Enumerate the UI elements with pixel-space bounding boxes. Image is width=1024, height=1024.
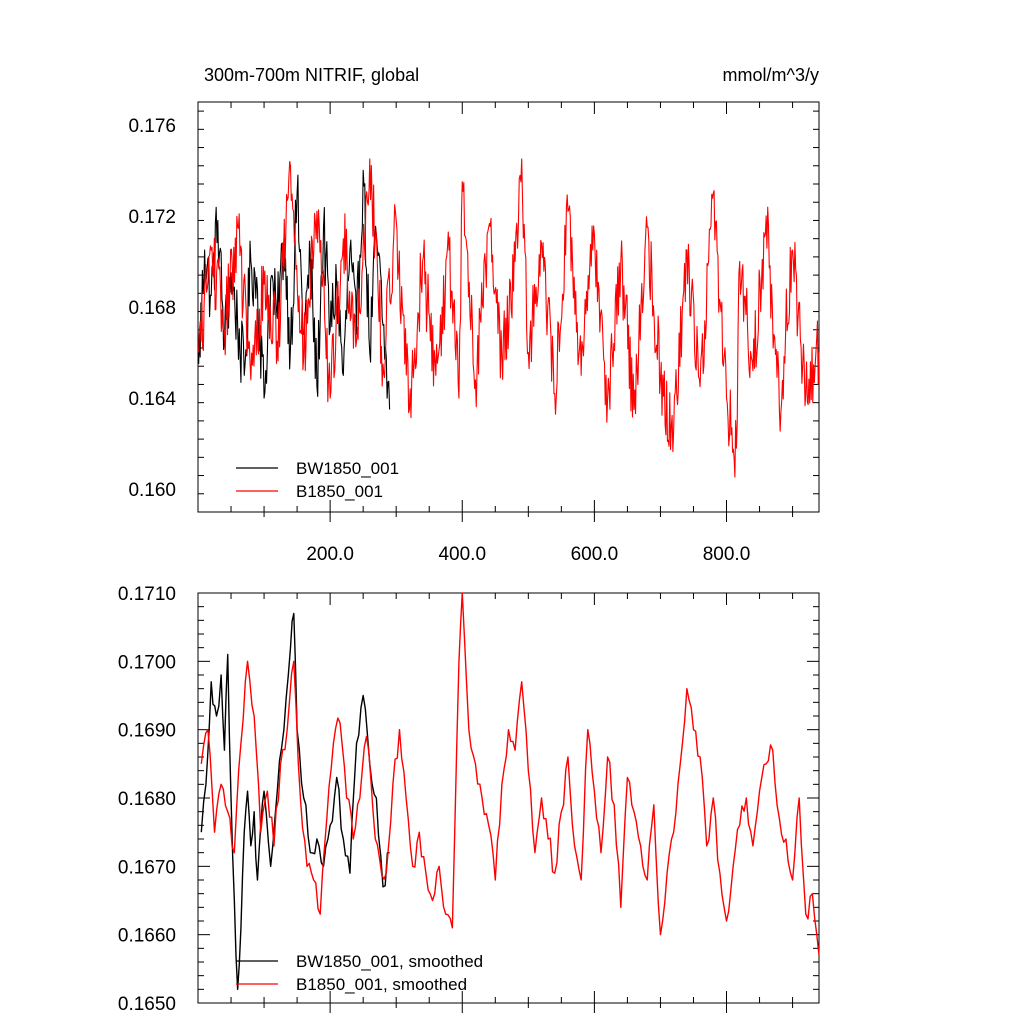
legend-label-b1850-smoothed: B1850_001, smoothed (296, 975, 467, 994)
top-x-tick-label: 200.0 (306, 544, 354, 565)
top-y-tick-label: 0.176 (128, 116, 176, 137)
top-x-tick-label: 600.0 (571, 544, 619, 565)
bottom-panel: 0.1650 0.1660 0.1670 0.1680 0.1690 0.170… (118, 584, 820, 1015)
bottom-y-tick-labels: 0.1650 0.1660 0.1670 0.1680 0.1690 0.170… (118, 584, 176, 1015)
top-x-ticks (230, 102, 794, 522)
top-y-ticks (198, 110, 819, 513)
legend-label-b1850: B1850_001 (296, 482, 383, 501)
bottom-y-tick-label: 0.1660 (118, 926, 176, 947)
bottom-legend: BW1850_001, smoothed B1850_001, smoothed (236, 952, 483, 994)
bottom-plot-frame (197, 592, 820, 1004)
legend-label-bw1850-smoothed: BW1850_001, smoothed (296, 952, 483, 971)
bottom-y-tick-label: 0.1680 (118, 789, 176, 810)
series-line-bw1850-001-smoothed (200, 612, 390, 991)
top-x-tick-labels: 200.0 400.0 600.0 800.0 (306, 544, 750, 565)
legend-label-bw1850: BW1850_001 (296, 459, 399, 478)
bottom-x-ticks (230, 593, 794, 1013)
bottom-y-tick-label: 0.1690 (118, 721, 176, 742)
top-y-tick-label: 0.172 (128, 207, 176, 228)
series-line-b1850-001 (198, 158, 820, 478)
top-plot-frame (197, 101, 820, 513)
top-series-lines (198, 158, 820, 478)
series-line-b1850-001-smoothed (200, 592, 820, 956)
top-y-tick-label: 0.160 (128, 480, 176, 501)
top-y-tick-labels: 0.160 0.164 0.168 0.172 0.176 (128, 116, 176, 501)
top-legend: BW1850_001 B1850_001 (236, 459, 399, 501)
bottom-series-lines (200, 592, 820, 991)
bottom-y-tick-label: 0.1670 (118, 857, 176, 878)
top-y-tick-label: 0.168 (128, 298, 176, 319)
top-x-tick-label: 400.0 (438, 544, 486, 565)
top-x-tick-label: 800.0 (703, 544, 751, 565)
bottom-y-tick-label: 0.1700 (118, 652, 176, 673)
top-y-tick-label: 0.164 (128, 389, 176, 410)
top-title-left: 300m-700m NITRIF, global (204, 65, 419, 85)
top-title-right: mmol/m^3/y (723, 65, 819, 85)
top-panel: 300m-700m NITRIF, global mmol/m^3/y 0.16… (128, 65, 820, 565)
bottom-y-ticks (198, 592, 819, 1004)
bottom-y-tick-label: 0.1710 (118, 584, 176, 605)
bottom-y-tick-label: 0.1650 (118, 994, 176, 1015)
